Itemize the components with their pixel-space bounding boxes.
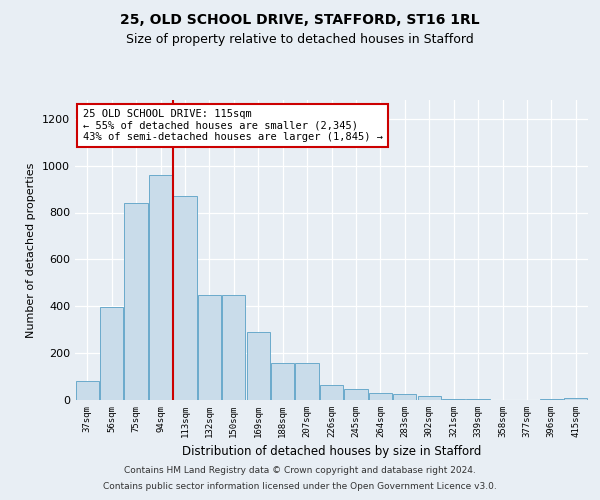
Bar <box>418 396 441 400</box>
Text: Contains public sector information licensed under the Open Government Licence v3: Contains public sector information licen… <box>103 482 497 491</box>
Bar <box>173 196 197 400</box>
Bar <box>344 390 368 400</box>
Y-axis label: Number of detached properties: Number of detached properties <box>26 162 37 338</box>
Bar <box>320 385 343 400</box>
Bar <box>564 398 587 400</box>
Bar <box>222 294 245 400</box>
Bar <box>369 393 392 400</box>
Text: Contains HM Land Registry data © Crown copyright and database right 2024.: Contains HM Land Registry data © Crown c… <box>124 466 476 475</box>
Text: 25, OLD SCHOOL DRIVE, STAFFORD, ST16 1RL: 25, OLD SCHOOL DRIVE, STAFFORD, ST16 1RL <box>120 12 480 26</box>
X-axis label: Distribution of detached houses by size in Stafford: Distribution of detached houses by size … <box>182 446 481 458</box>
Text: Size of property relative to detached houses in Stafford: Size of property relative to detached ho… <box>126 32 474 46</box>
Bar <box>247 332 270 400</box>
Bar <box>295 362 319 400</box>
Bar <box>466 399 490 400</box>
Bar <box>124 203 148 400</box>
Bar <box>100 308 123 400</box>
Bar <box>393 394 416 400</box>
Bar <box>76 381 99 400</box>
Bar <box>149 175 172 400</box>
Bar <box>198 294 221 400</box>
Bar <box>540 399 563 400</box>
Bar <box>271 362 294 400</box>
Text: 25 OLD SCHOOL DRIVE: 115sqm
← 55% of detached houses are smaller (2,345)
43% of : 25 OLD SCHOOL DRIVE: 115sqm ← 55% of det… <box>83 109 383 142</box>
Bar <box>442 399 465 400</box>
